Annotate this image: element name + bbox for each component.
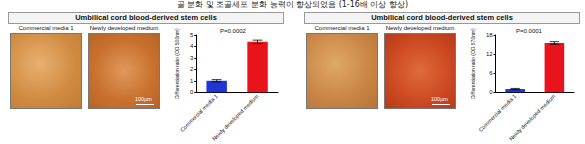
svg-text:Commercial media 1: Commercial media 1 (179, 93, 219, 133)
html-text:골 분화 및 조골세포 분화 능력이 향상되었음 (1-16: 골 분화 및 조골세포 분화 능력이 향상되었음 (1-16배 이상 향상) (176, 0, 409, 9)
svg-text:18: 18 (486, 32, 493, 38)
svg-text:P=0.0001: P=0.0001 (516, 28, 543, 34)
html-text:Commercial media 1: Commercial media 1 (314, 25, 370, 31)
svg-text:2: 2 (190, 66, 194, 72)
svg-text:1: 1 (190, 78, 194, 84)
svg-text:12: 12 (486, 51, 493, 57)
html-text:100μm: 100μm (135, 96, 152, 102)
svg-text:6: 6 (489, 70, 493, 76)
svg-text:3: 3 (190, 55, 194, 61)
svg-text:0: 0 (489, 89, 493, 95)
html-text:Umbilical cord blood-derived s: Umbilical cord blood-derived stem cells (371, 13, 513, 22)
svg-text:Commercial media 1: Commercial media 1 (477, 93, 517, 133)
html-text:Commercial media 1: Commercial media 1 (18, 25, 74, 31)
svg-text:5: 5 (190, 32, 194, 38)
html-text:Umbilical cord blood-derived s: Umbilical cord blood-derived stem cells (75, 13, 217, 22)
svg-text:Newly developed medium: Newly developed medium (508, 93, 557, 142)
svg-text:Newly developed medium: Newly developed medium (211, 93, 260, 142)
html-text:100μm: 100μm (431, 96, 448, 102)
svg-text:Differentiation ratio (OD 570n: Differentiation ratio (OD 570nm) (470, 28, 476, 99)
svg-text:4: 4 (190, 43, 194, 49)
svg-text:P=0.0002: P=0.0002 (220, 28, 247, 34)
html-text:Newly developed medium: Newly developed medium (89, 25, 159, 31)
svg-text:Differentiation ratio (OD 500n: Differentiation ratio (OD 500nm) (174, 28, 180, 99)
svg-text:0: 0 (190, 89, 194, 95)
html-text:Newly developed medium: Newly developed medium (385, 25, 455, 31)
